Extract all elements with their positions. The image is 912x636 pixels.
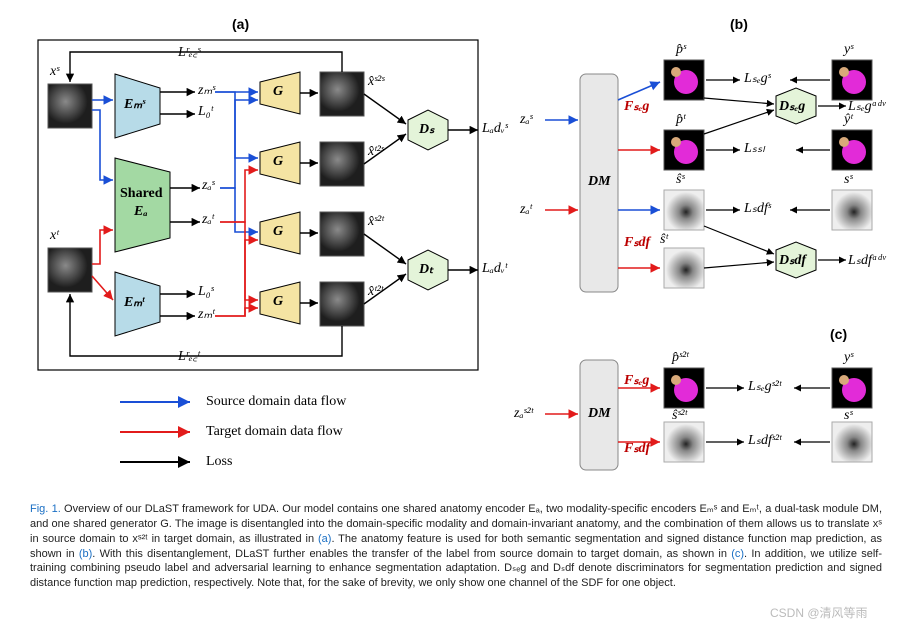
- Dsdf-label: Dₛdf: [779, 252, 806, 269]
- xs-image: [48, 84, 92, 128]
- xhs2s-label: x̂ˢ²ˢ: [368, 74, 384, 90]
- Fsdf-label: Fₛdf: [624, 234, 650, 251]
- ss-hat-label: ŝˢ: [676, 172, 684, 188]
- Ds-label: Dₛ: [419, 121, 434, 138]
- Lsdfadv-label: Lₛdfᵃᵈᵛ: [848, 252, 886, 269]
- ys-c-label: yˢ: [844, 350, 853, 366]
- Ladvs-label: Lₐdᵥˢ: [482, 121, 508, 137]
- xhs2t-label: x̂ˢ²ᵗ: [368, 214, 384, 230]
- ps-label: p̂ˢ: [676, 42, 686, 58]
- ss-c-label: sˢ: [844, 408, 852, 424]
- L0s-label: L₀ˢ: [198, 284, 214, 300]
- Lsdfs-label: Lₛdfˢ: [744, 200, 771, 217]
- Fseg-label: Fₛₑg: [624, 98, 649, 115]
- zms-label: zₘˢ: [198, 82, 215, 99]
- G4-label: G: [273, 294, 283, 310]
- caption-figref: Fig. 1.: [30, 503, 61, 515]
- figure-caption: Fig. 1. Overview of our DLaST framework …: [30, 502, 882, 591]
- xht2t-label: x̂ᵗ²ᵗ: [368, 284, 383, 300]
- legend-src: Source domain data flow: [206, 394, 346, 410]
- legend-tgt: Target domain data flow: [206, 424, 343, 440]
- zmt-label: zₘᵗ: [198, 306, 215, 323]
- dm-b-label: DM: [588, 174, 611, 190]
- ys-label: yˢ: [844, 42, 853, 58]
- Lsdf-s2t-label: Lₛdfˢ²ᵗ: [748, 432, 781, 449]
- LSSL-label: Lₛₛₗ: [744, 140, 765, 157]
- panel-a-box: [38, 40, 478, 370]
- zat-label: zₐᵗ: [202, 212, 214, 228]
- zat-b-label: zₐᵗ: [520, 202, 532, 218]
- caption-mid2: . With this disentanglement, DLaST furth…: [92, 548, 731, 560]
- xhat-s2t: [320, 212, 364, 256]
- Dseg-label: Dₛₑg: [779, 98, 805, 115]
- xt-image: [48, 248, 92, 292]
- Fseg-c-label: Fₛₑg: [624, 372, 649, 389]
- xs-label: xˢ: [50, 64, 59, 80]
- zas-label: zₐˢ: [202, 178, 215, 194]
- dm-c-label: DM: [588, 406, 611, 422]
- Ems-label: Eₘˢ: [124, 96, 145, 113]
- pt-label: p̂ᵗ: [676, 112, 685, 128]
- legend-loss: Loss: [206, 454, 232, 470]
- panel-b-label: (b): [730, 16, 748, 32]
- Fsdf-c-label: Fₛdf: [624, 440, 650, 457]
- xhat-t2t: [320, 282, 364, 326]
- st-hat-label: ŝᵗ: [660, 232, 668, 248]
- ss2t-label: ŝˢ²ᵗ: [672, 408, 687, 424]
- xhat-t2s: [320, 142, 364, 186]
- caption-b-ref: (b): [79, 548, 92, 560]
- G1-label: G: [273, 84, 283, 100]
- ss-gt-label: sˢ: [844, 172, 852, 188]
- Lsegs-label: Lₛₑgˢ: [744, 70, 771, 87]
- G2-label: G: [273, 154, 283, 170]
- Lseg-s2t-label: Lₛₑgˢ²ᵗ: [748, 378, 781, 395]
- Lrecs-label: Lʳₑ꜀ˢ: [178, 42, 200, 61]
- xt-label: xᵗ: [50, 228, 59, 244]
- watermark: CSDN @清风等雨: [770, 604, 868, 621]
- panel-a-label: (a): [232, 16, 249, 32]
- caption-a-ref: (a): [318, 533, 331, 545]
- caption-c-ref: (c): [731, 548, 744, 560]
- xht2s-label: x̂ᵗ²ˢ: [368, 144, 384, 160]
- G3-label: G: [273, 224, 283, 240]
- zas-b-label: zₐˢ: [520, 112, 533, 128]
- xhat-s2s: [320, 72, 364, 116]
- Emt-label: Eₘᵗ: [124, 294, 145, 311]
- Ea-label2: Eₐ: [134, 204, 148, 220]
- Ea-label1: Shared: [120, 186, 163, 202]
- zas2t-label: zₐˢ²ᵗ: [514, 406, 533, 422]
- ps2t-label: p̂ˢ²ᵗ: [672, 350, 689, 366]
- L0t-label: L₀ᵗ: [198, 104, 213, 120]
- Ladvt-label: Lₐdᵥᵗ: [482, 261, 507, 277]
- panel-c-label: (c): [830, 326, 847, 342]
- Lrect-label: Lʳₑ꜀ᵗ: [178, 346, 200, 365]
- Lsegadv-label: Lₛₑgᵃᵈᵛ: [848, 98, 886, 115]
- Dt-label: Dₜ: [419, 261, 433, 278]
